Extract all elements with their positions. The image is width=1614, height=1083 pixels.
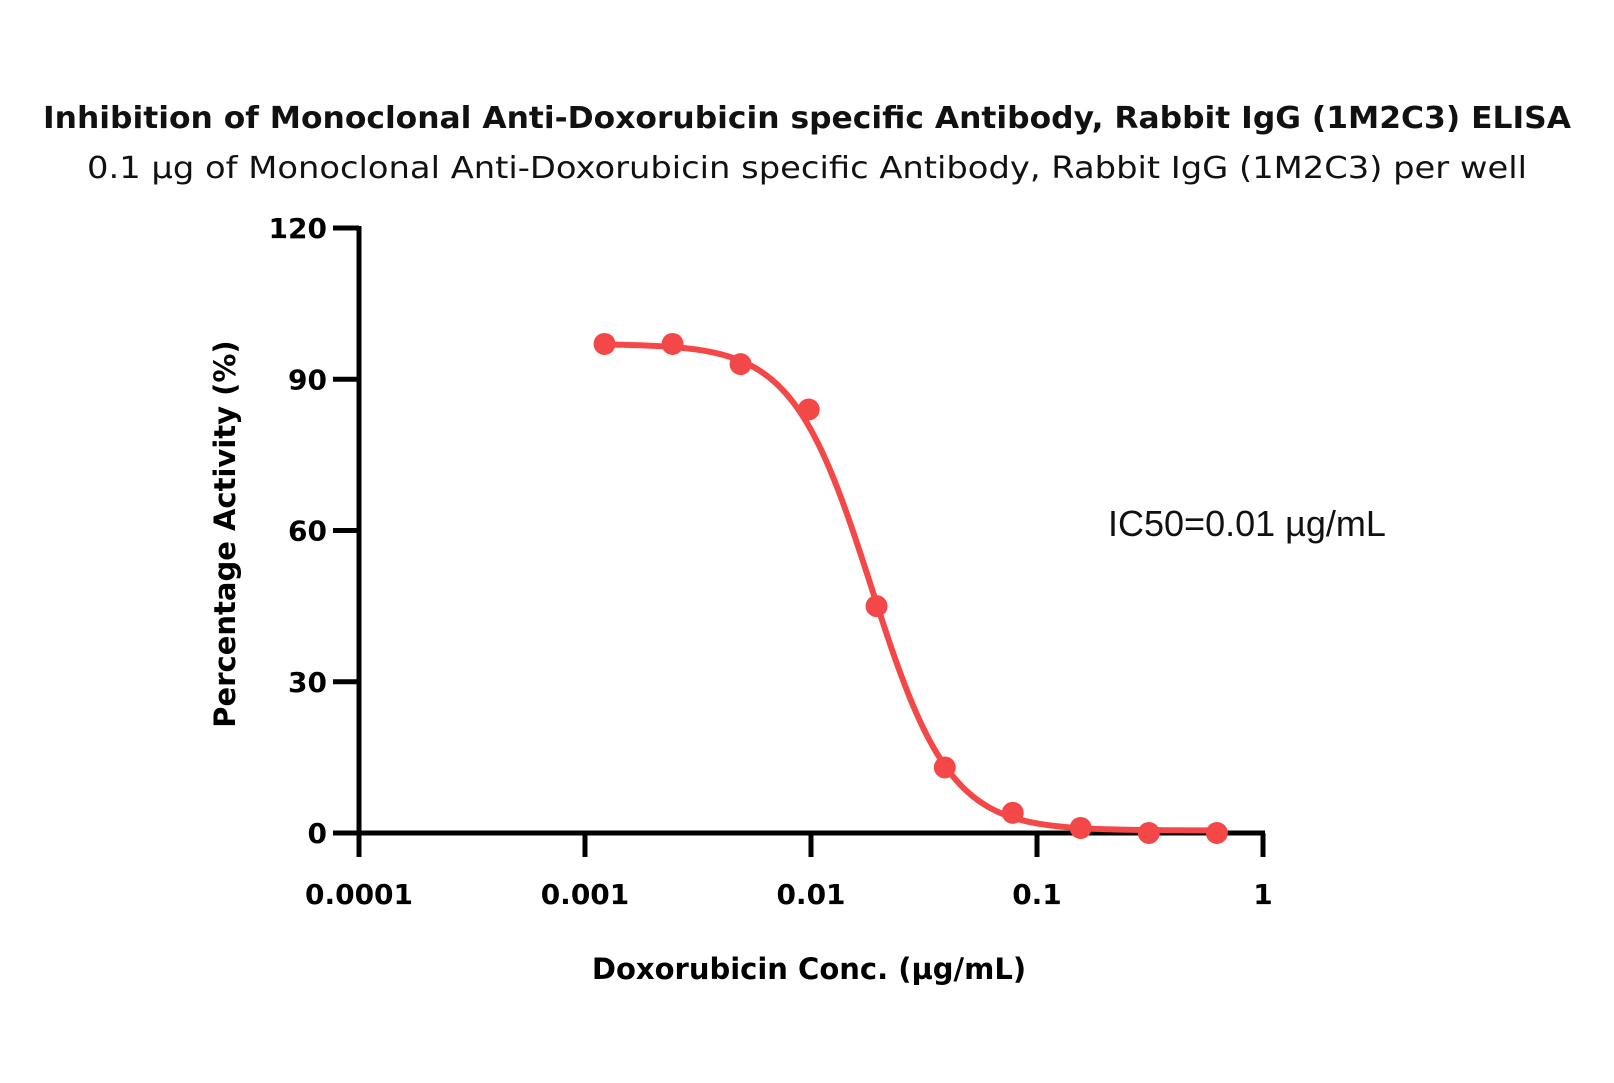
y-axis-label: Percentage Activity (%): [208, 340, 242, 727]
y-tick-label: 60: [288, 515, 327, 548]
chart-title: Inhibition of Monoclonal Anti-Doxorubici…: [43, 101, 1572, 136]
data-point: [1137, 822, 1160, 844]
fit-curve: [601, 341, 1220, 834]
data-point: [797, 398, 820, 421]
data-point: [593, 332, 616, 355]
data-point: [661, 332, 684, 355]
x-tick-label: 0.0001: [305, 878, 413, 911]
ic50-annotation: IC50=0.01 µg/mL: [1108, 503, 1386, 544]
data-point: [1069, 816, 1092, 839]
x-axis-ticks: 0.0001 0.001 0.01 0.1 1: [305, 833, 1273, 911]
data-point: [933, 756, 956, 779]
data-point: [865, 595, 888, 618]
y-axis-ticks: 0 30 60 90 120: [269, 212, 359, 850]
data-point: [729, 353, 752, 376]
data-point: [1205, 822, 1228, 844]
x-tick-label: 1: [1253, 878, 1272, 911]
y-tick-label: 0: [308, 817, 327, 850]
x-tick-label: 0.1: [1012, 878, 1062, 911]
chart-subtitle: 0.1 µg of Monoclonal Anti-Doxorubicin sp…: [87, 151, 1527, 186]
x-tick-label: 0.01: [776, 878, 845, 911]
y-tick-label: 120: [269, 212, 327, 245]
y-tick-label: 90: [288, 363, 327, 396]
x-axis-label: Doxorubicin Conc. (µg/mL): [592, 952, 1026, 986]
y-tick-label: 30: [288, 666, 327, 699]
x-tick-label: 0.001: [541, 878, 630, 911]
data-point: [1001, 801, 1024, 824]
data-points: [593, 332, 1228, 844]
